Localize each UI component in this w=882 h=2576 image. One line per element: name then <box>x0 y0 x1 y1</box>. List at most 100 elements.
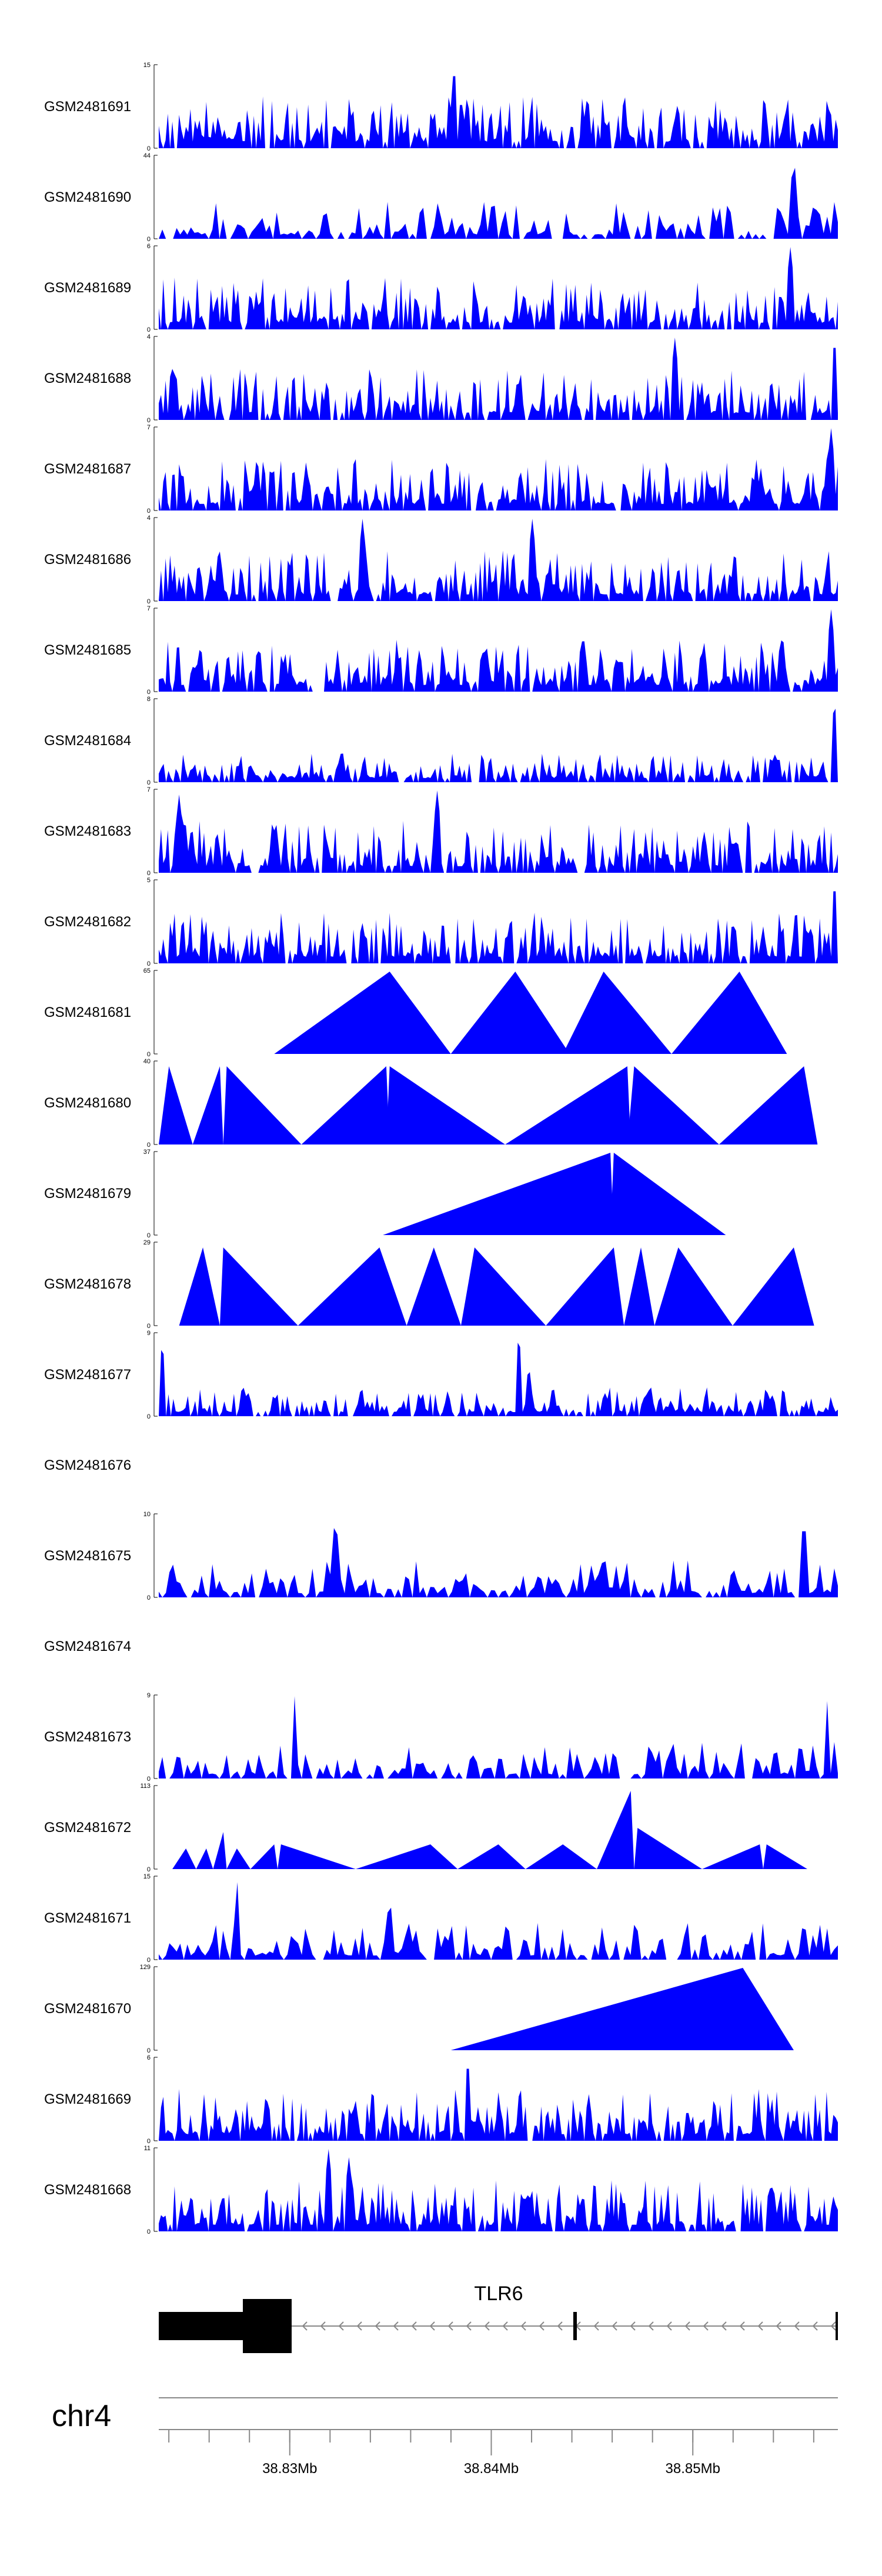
track-label: GSM2481683 <box>44 823 131 839</box>
track-label: GSM2481673 <box>44 1729 131 1745</box>
coverage-peak <box>386 1066 506 1144</box>
y-zero-label: 0 <box>147 779 151 786</box>
track-label: GSM2481675 <box>44 1548 131 1564</box>
track-GSM2481673: GSM2481673 9 0 <box>44 1692 838 1783</box>
strand-arrow <box>539 2321 544 2331</box>
strand-arrow <box>502 2321 508 2331</box>
gene-label: TLR6 <box>474 2283 523 2305</box>
coverage-peak <box>546 1247 624 1326</box>
y-zero-label: 0 <box>147 689 151 696</box>
strand-arrow <box>447 2321 453 2331</box>
track-label: GSM2481678 <box>44 1276 131 1292</box>
strand-arrow <box>356 2321 362 2331</box>
coverage-peak <box>196 1848 213 1869</box>
strand-arrow <box>302 2321 308 2331</box>
y-max-label: 10 <box>143 1511 151 1518</box>
coverage-peak <box>610 1153 726 1235</box>
track-GSM2481688: GSM2481688 4 0 <box>44 333 838 424</box>
track-GSM2481691: GSM2481691 15 0 <box>44 62 838 152</box>
y-zero-label: 0 <box>147 1594 151 1601</box>
strand-arrow <box>794 2321 800 2331</box>
strand-arrow <box>320 2321 326 2331</box>
y-zero-label: 0 <box>147 1232 151 1239</box>
strand-arrow <box>466 2321 472 2331</box>
track-label: GSM2481686 <box>44 552 131 568</box>
track-GSM2481679: GSM2481679 37 0 <box>44 1149 726 1239</box>
coverage-peak <box>719 1066 818 1144</box>
coverage-peak <box>159 1066 193 1144</box>
coverage-peak <box>596 1791 634 1869</box>
strand-arrow <box>812 2321 818 2331</box>
strand-arrow <box>776 2321 781 2331</box>
gene-model: TLR6 <box>159 2283 838 2353</box>
track-GSM2481681: GSM2481681 65 0 <box>44 967 787 1058</box>
track-label: GSM2481690 <box>44 189 131 205</box>
coverage-tracks: GSM2481691150GSM2481690440GSM248168960GS… <box>44 62 838 2235</box>
track-GSM2481687: GSM2481687 7 0 <box>44 424 838 515</box>
y-zero-label: 0 <box>147 598 151 605</box>
coverage-peak <box>355 1844 458 1869</box>
chromosome-label: chr4 <box>52 2399 111 2433</box>
strand-arrow <box>666 2321 672 2331</box>
axis-tick-label: 38.83Mb <box>262 2461 317 2477</box>
track-GSM2481677: GSM2481677 9 0 <box>44 1330 838 1420</box>
coverage-area <box>159 519 838 601</box>
track-label: GSM2481669 <box>44 2091 131 2107</box>
coverage-peak <box>278 1844 356 1869</box>
track-GSM2481690: GSM2481690 44 0 <box>44 152 838 243</box>
y-zero-label: 0 <box>147 508 151 515</box>
track-label: GSM2481679 <box>44 1186 131 1202</box>
track-GSM2481678: GSM2481678 29 0 <box>44 1239 814 1330</box>
coverage-area <box>159 247 838 329</box>
coverage-peak <box>226 1848 250 1869</box>
coverage-area <box>159 790 838 873</box>
y-zero-label: 0 <box>147 326 151 333</box>
y-max-label: 7 <box>147 605 151 612</box>
strand-arrow <box>557 2321 563 2331</box>
coverage-area <box>159 2068 838 2141</box>
coverage-peak <box>298 1247 407 1326</box>
exon <box>573 2312 577 2340</box>
coding-exon <box>243 2299 292 2353</box>
strand-arrow <box>520 2321 526 2331</box>
strand-arrow <box>648 2321 654 2331</box>
track-label: GSM2481670 <box>44 2001 131 2017</box>
coverage-area <box>159 891 838 963</box>
strand-arrow <box>684 2321 690 2331</box>
y-zero-label: 0 <box>147 1323 151 1330</box>
coverage-peak <box>179 1247 220 1326</box>
y-max-label: 4 <box>147 515 151 522</box>
coverage-peak <box>563 972 672 1054</box>
strand-arrow <box>338 2321 344 2331</box>
strand-arrow <box>393 2321 399 2331</box>
coverage-peak <box>450 1968 794 2050</box>
track-label: GSM2481689 <box>44 280 131 296</box>
y-zero-label: 0 <box>147 236 151 243</box>
coverage-area <box>159 1528 838 1597</box>
coverage-peak <box>301 1066 390 1144</box>
utr-block <box>159 2312 244 2340</box>
coverage-peak <box>763 1844 808 1869</box>
track-GSM2481672: GSM2481672 113 0 <box>44 1783 808 1873</box>
coverage-peak <box>654 1247 733 1326</box>
strand-arrow <box>429 2321 435 2331</box>
coverage-peak <box>525 1844 597 1869</box>
coverage-peak <box>505 1066 631 1144</box>
axis-tick-label: 38.85Mb <box>666 2461 720 2477</box>
exon <box>836 2312 838 2340</box>
y-max-label: 40 <box>143 1058 151 1065</box>
coverage-peak <box>172 1848 196 1869</box>
track-GSM2481685: GSM2481685 7 0 <box>44 605 838 696</box>
strand-arrow <box>739 2321 745 2331</box>
coverage-area <box>159 1696 838 1778</box>
track-label: GSM2481688 <box>44 371 131 386</box>
track-label: GSM2481677 <box>44 1367 131 1383</box>
track-label: GSM2481681 <box>44 1005 131 1020</box>
coverage-peak <box>223 1066 302 1144</box>
track-GSM2481676: GSM2481676 <box>44 1457 131 1473</box>
y-zero-label: 0 <box>147 1866 151 1873</box>
y-max-label: 65 <box>143 967 151 975</box>
strand-arrow <box>721 2321 727 2331</box>
y-zero-label: 0 <box>147 1051 151 1058</box>
